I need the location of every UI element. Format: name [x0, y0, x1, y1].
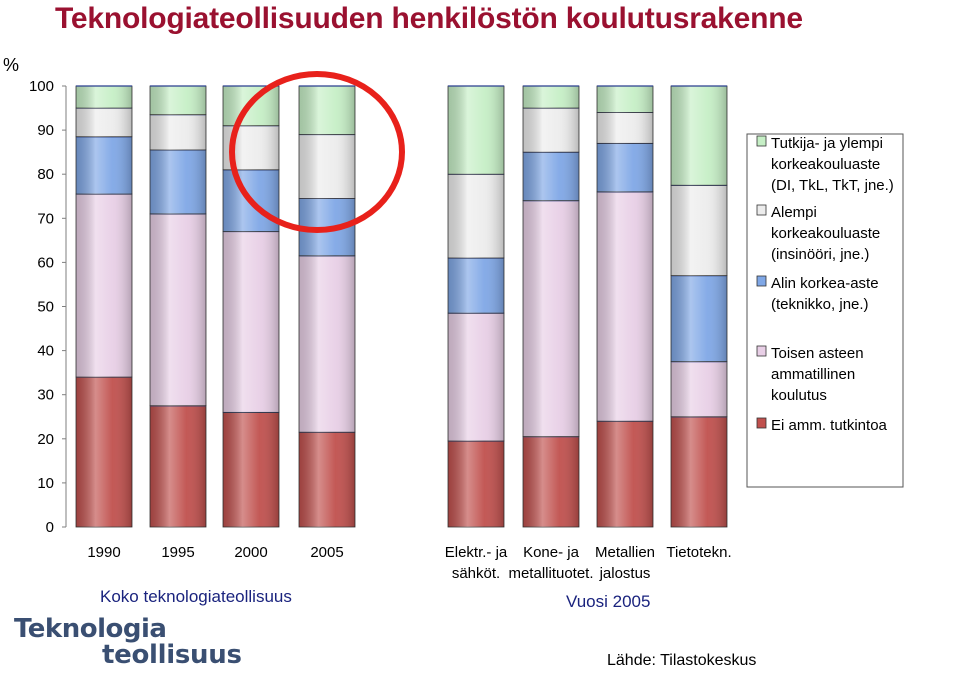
- legend-label: (insinööri, jne.): [771, 246, 869, 263]
- bar-segment-shade: [223, 231, 279, 413]
- legend-label: korkeakouluaste: [771, 225, 880, 242]
- x-tick-label: Kone- ja: [523, 544, 580, 561]
- x-tick-label: metallituotet.: [508, 565, 593, 582]
- highlight-annotation: [229, 71, 405, 233]
- y-tick-label: 50: [37, 299, 54, 316]
- group-label-year: Vuosi 2005: [566, 592, 651, 611]
- bar-segment-shade: [671, 361, 727, 417]
- bar-segment-shade: [76, 194, 132, 378]
- x-tick-label: 2000: [234, 544, 267, 561]
- legend-box: [746, 133, 904, 488]
- bar-segment-shade: [76, 377, 132, 527]
- bar-segment-shade: [150, 86, 206, 115]
- legend-label: ammatillinen: [771, 366, 855, 383]
- bar-segment-shade: [523, 200, 579, 437]
- legend-label: Tutkija- ja ylempi: [771, 135, 883, 152]
- group-label-total: Koko teknologiateollisuus: [100, 587, 292, 606]
- chart-title: Teknologiateollisuuden henkilöstön koulu…: [55, 2, 803, 35]
- bar-segment-shade: [448, 86, 504, 175]
- x-tick-label: sähköt.: [452, 565, 500, 582]
- bar-segment-shade: [150, 213, 206, 406]
- legend-swatch: [756, 275, 767, 287]
- bar-segment-shade: [299, 255, 355, 433]
- legend-label: korkeakouluaste: [771, 156, 880, 173]
- legend-label: (teknikko, jne.): [771, 296, 869, 313]
- bar-segment-shade: [671, 185, 727, 276]
- bar-segment-shade: [671, 275, 727, 362]
- x-tick-label: 1990: [87, 544, 120, 561]
- bar-segment-shade: [150, 405, 206, 527]
- bar-segment-shade: [671, 86, 727, 186]
- bar-segment-shade: [597, 86, 653, 113]
- bar-segment-shade: [597, 112, 653, 144]
- bar-segment-shade: [523, 436, 579, 527]
- source-note: Lähde: Tilastokeskus: [607, 652, 757, 669]
- y-tick-label: 30: [37, 387, 54, 404]
- legend-label: (DI, TkL, TkT, jne.): [771, 177, 894, 194]
- bar-segment-shade: [671, 416, 727, 527]
- y-tick-label: 60: [37, 254, 54, 271]
- bar-segment-shade: [597, 421, 653, 527]
- y-tick-label: 90: [37, 122, 54, 139]
- bar-segment-shade: [76, 136, 132, 195]
- y-tick-label: 0: [46, 519, 54, 536]
- y-tick-label: 10: [37, 475, 54, 492]
- legend-label: Alin korkea-aste: [771, 275, 879, 292]
- legend-label: Ei amm. tutkintoa: [771, 417, 888, 434]
- legend-swatch: [756, 345, 767, 357]
- x-tick-label: 2005: [310, 544, 343, 561]
- x-tick-label: jalostus: [599, 565, 651, 582]
- y-unit-label: %: [3, 55, 20, 75]
- bar-segment-shade: [76, 108, 132, 137]
- y-tick-label: 100: [29, 78, 54, 95]
- logo-line-2: teollisuus: [102, 640, 242, 670]
- bar-segment-shade: [448, 257, 504, 314]
- highlight-circle: [229, 71, 405, 233]
- bar-segment-shade: [597, 143, 653, 192]
- legend-label: Alempi: [771, 204, 817, 221]
- bar-segment-shade: [299, 86, 355, 135]
- bar-segment-shade: [299, 432, 355, 527]
- bar-segment-shade: [76, 86, 132, 109]
- logo-line-1: Teknologia: [14, 614, 167, 644]
- bar-segment-shade: [523, 108, 579, 153]
- legend-swatch: [756, 417, 767, 429]
- x-tick-label: 1995: [161, 544, 194, 561]
- bar-segment-shade: [523, 86, 579, 109]
- y-tick-label: 40: [37, 343, 54, 360]
- legend-swatch: [756, 135, 767, 147]
- bar-segment-shade: [223, 412, 279, 527]
- bar-segment-shade: [597, 191, 653, 422]
- y-axis: 0 10 20 30 40 50 60 70 80 90 100: [29, 78, 67, 536]
- y-tick-label: 20: [37, 431, 54, 448]
- bar-segment-shade: [523, 152, 579, 201]
- legend-label: koulutus: [771, 387, 827, 404]
- teknologiateollisuus-logo: Teknologia teollisuus: [14, 616, 242, 668]
- bar-segment-shade: [448, 174, 504, 258]
- y-tick-label: 70: [37, 210, 54, 227]
- bar-segment-shade: [299, 134, 355, 199]
- legend-label: Toisen asteen: [771, 345, 864, 362]
- bar-segment-shade: [150, 114, 206, 150]
- y-tick-label: 80: [37, 166, 54, 183]
- bar-segment-shade: [448, 441, 504, 527]
- x-tick-label: Metallien: [595, 544, 655, 561]
- bar-segment-shade: [150, 149, 206, 214]
- x-tick-label: Tietotekn.: [666, 544, 731, 561]
- x-axis-labels: 1990 1995 2000 2005 Elektr.- ja sähköt. Kone- …: [87, 544, 731, 582]
- legend: Tutkija- ja ylempi korkeakouluaste (DI, Tk…: [746, 133, 904, 488]
- legend-swatch: [756, 204, 767, 216]
- bar-segment-shade: [448, 313, 504, 442]
- x-tick-label: Elektr.- ja: [445, 544, 508, 561]
